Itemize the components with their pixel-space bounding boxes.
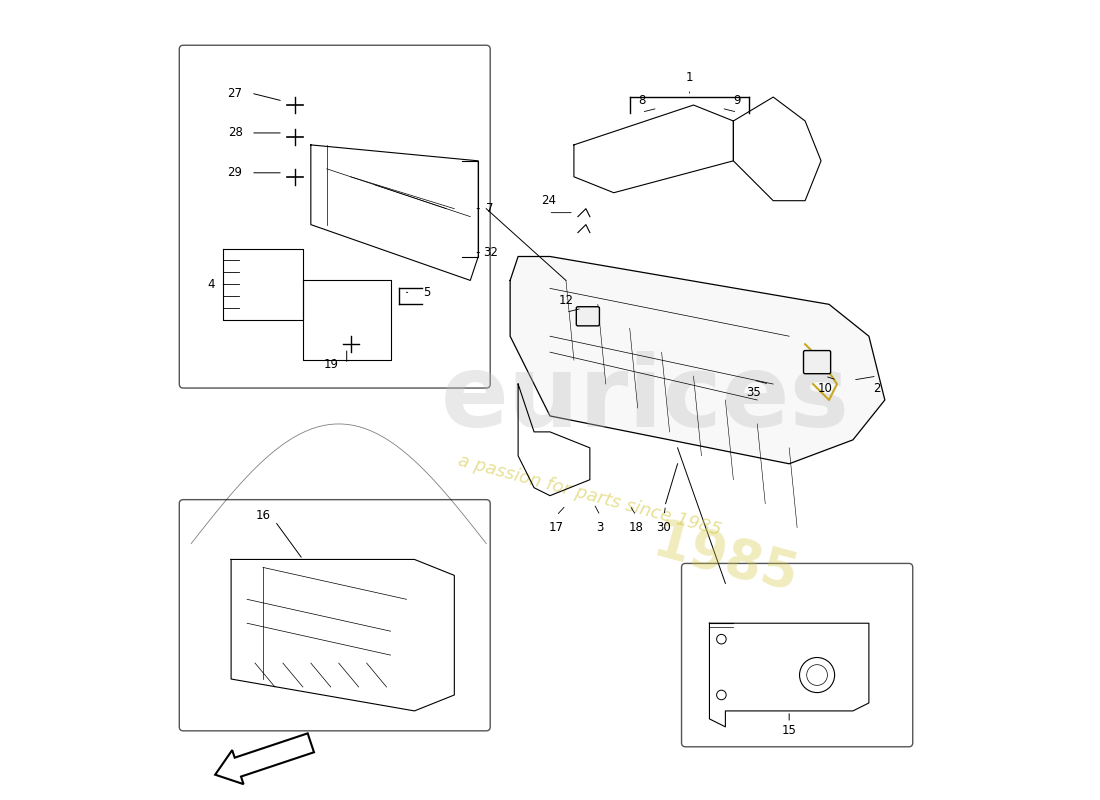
Text: 18: 18 (629, 521, 644, 534)
Text: 9: 9 (734, 94, 741, 106)
Text: 29: 29 (228, 166, 243, 179)
Text: 4: 4 (208, 278, 214, 291)
Text: 1: 1 (685, 70, 693, 84)
Circle shape (716, 690, 726, 700)
Text: 3: 3 (596, 521, 604, 534)
Text: 27: 27 (228, 86, 243, 99)
Text: 8: 8 (638, 94, 646, 106)
Text: 12: 12 (559, 294, 573, 307)
FancyBboxPatch shape (803, 350, 830, 374)
Text: 1985: 1985 (648, 515, 803, 603)
Circle shape (716, 634, 726, 644)
Text: 15: 15 (782, 724, 796, 738)
Text: 5: 5 (422, 286, 430, 299)
Text: 17: 17 (549, 521, 564, 534)
Text: 10: 10 (817, 382, 833, 394)
Text: eurices: eurices (441, 351, 850, 449)
Text: 28: 28 (228, 126, 242, 139)
Text: 32: 32 (483, 246, 497, 259)
FancyBboxPatch shape (576, 306, 600, 326)
Text: 24: 24 (541, 194, 556, 207)
Text: 30: 30 (657, 521, 671, 534)
Text: 35: 35 (746, 386, 761, 398)
Polygon shape (510, 257, 884, 464)
Text: 16: 16 (255, 509, 271, 522)
Text: 2: 2 (873, 382, 881, 394)
Text: a passion for parts since 1985: a passion for parts since 1985 (456, 452, 724, 539)
Text: 19: 19 (323, 358, 339, 370)
Text: 7: 7 (486, 202, 494, 215)
FancyArrow shape (216, 734, 313, 784)
